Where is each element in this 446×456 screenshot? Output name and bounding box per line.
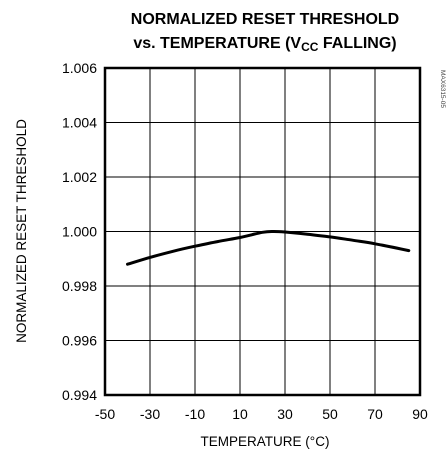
y-tick-label: 1.004 [62,115,97,131]
y-tick-label: 1.002 [62,169,97,185]
y-tick-label: 0.996 [62,333,97,349]
x-tick-label: -10 [185,406,205,422]
x-tick-label: 10 [232,406,248,422]
y-tick-label: 1.000 [62,224,97,240]
x-tick-labels: -50 -30 -10 10 30 50 70 90 [95,406,428,422]
chart-title-line-1: NORMALIZED RESET THRESHOLD [131,11,399,28]
x-tick-label: -50 [95,406,115,422]
chart-title-line-2: vs. TEMPERATURE (VCC FALLING) [133,35,396,54]
y-tick-label: 0.998 [62,278,97,294]
x-tick-label: -30 [140,406,160,422]
x-axis-label: TEMPERATURE (°C) [201,434,330,449]
x-tick-label: 30 [277,406,293,422]
series-line [126,229,411,266]
figure-code: MAX6315-05 [439,70,446,108]
y-tick-label: 1.006 [62,60,97,76]
plot-frame [103,66,422,397]
x-tick-label: 70 [367,406,383,422]
y-axis-label: NORMALIZED RESET THRESHOLD [14,119,29,343]
series-layer [126,229,411,266]
y-tick-label: 0.994 [62,387,97,403]
x-tick-label: 50 [322,406,338,422]
x-tick-label: 90 [412,406,428,422]
y-tick-labels: 0.994 0.996 0.998 1.000 1.002 1.004 1.006 [62,60,97,403]
